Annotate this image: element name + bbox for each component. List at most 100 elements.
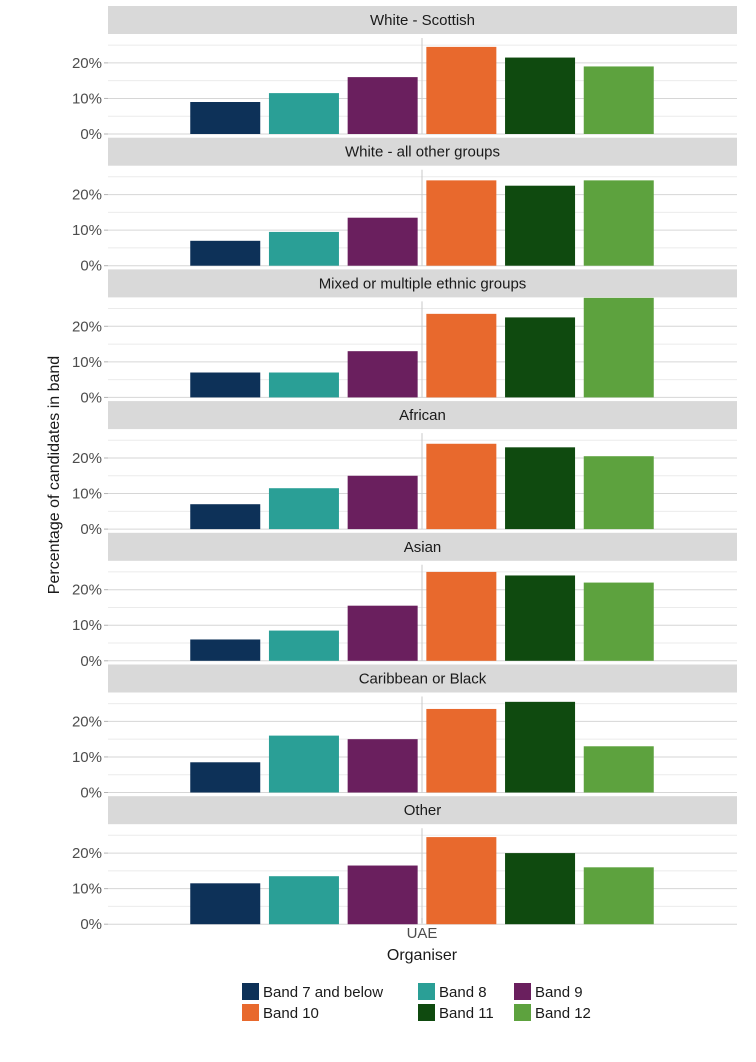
y-tick-label: 0% [80,916,102,933]
legend-label: Band 10 [263,1005,319,1022]
x-axis-title: Organiser [387,947,458,964]
panel-title: Asian [404,539,442,556]
y-tick-label: 10% [72,881,102,898]
bar [190,240,261,266]
panel-strip [108,401,737,430]
bar [505,701,576,793]
y-tick-label: 20% [72,582,102,599]
bar [347,605,418,661]
bar [190,504,261,530]
bar [583,180,654,266]
bar [426,571,497,661]
bar [268,735,339,793]
panel-title: White - all other groups [345,144,500,161]
panel-title: Caribbean or Black [359,671,487,688]
panel-strip [108,269,737,298]
panel: Asian 0% 10% 20% [72,532,737,670]
y-tick-label: 0% [80,653,102,670]
y-tick-label: 10% [72,222,102,239]
legend-swatch [418,1004,435,1021]
x-category-label: UAE [407,925,438,942]
legend-label: Band 8 [439,984,487,1001]
legend-swatch [514,1004,531,1021]
legend-swatch [514,983,531,1000]
y-tick-label: 0% [80,389,102,406]
bar [268,488,339,530]
bar [583,746,654,793]
bar [505,317,576,398]
bar [426,46,497,135]
bar [426,708,497,793]
y-tick-label: 0% [80,785,102,802]
bar [505,185,576,266]
bar [505,575,576,661]
legend: Band 7 and below Band 8 Band 9 Band 10 Band … [242,983,591,1022]
legend-swatch [242,1004,259,1021]
legend-swatch [242,983,259,1000]
y-tick-label: 10% [72,354,102,371]
bar [505,447,576,530]
panel-strip [108,532,737,561]
bar [268,231,339,266]
bar [347,739,418,793]
bar [190,102,261,134]
y-tick-label: 0% [80,126,102,143]
bar [268,876,339,925]
bar [347,217,418,266]
y-tick-label: 20% [72,318,102,335]
bar [268,372,339,398]
bar [505,57,576,134]
y-tick-label: 20% [72,187,102,204]
bar [583,66,654,134]
legend-label: Band 9 [535,984,583,1001]
panel: African 0% 10% 20% [72,401,737,538]
bar [347,351,418,398]
panel: Caribbean or Black 0% 10% 20% [72,664,737,802]
y-tick-label: 20% [72,450,102,467]
bar [583,297,654,398]
bar [347,77,418,134]
panel-title: Other [404,802,442,819]
panel: White - Scottish 0% 10% 20% [72,6,737,143]
y-tick-label: 0% [80,258,102,275]
y-tick-label: 0% [80,521,102,538]
bar [583,867,654,925]
bar [190,883,261,925]
y-tick-label: 10% [72,749,102,766]
bar [190,639,261,661]
panel-strip [108,796,737,825]
panel: Other 0% 10% 20% [72,796,737,933]
bar [426,837,497,925]
y-tick-label: 20% [72,713,102,730]
panel-title: Mixed or multiple ethnic groups [319,275,527,292]
panel-title: African [399,407,446,424]
bar [505,853,576,925]
legend-label: Band 7 and below [263,984,383,1001]
bar [583,582,654,661]
bar [190,762,261,793]
y-tick-label: 10% [72,90,102,107]
panel: Mixed or multiple ethnic groups 0% 10% 20% [72,269,737,406]
legend-label: Band 11 [439,1005,494,1022]
y-tick-label: 10% [72,617,102,634]
legend-label: Band 12 [535,1005,591,1022]
bar [583,456,654,530]
panel: White - all other groups 0% 10% 20% [72,137,737,275]
bar [347,865,418,925]
bar [426,313,497,398]
panel-title: White - Scottish [370,12,475,29]
y-tick-label: 20% [72,845,102,862]
bar [268,630,339,661]
panel-strip [108,6,737,34]
y-tick-label: 20% [72,55,102,72]
panel-strip [108,137,737,166]
bar [268,93,339,134]
y-axis-title: Percentage of candidates in band [46,356,63,594]
bar [190,372,261,398]
legend-swatch [418,983,435,1000]
y-tick-label: 10% [72,486,102,503]
bar [426,443,497,530]
bar [347,475,418,530]
